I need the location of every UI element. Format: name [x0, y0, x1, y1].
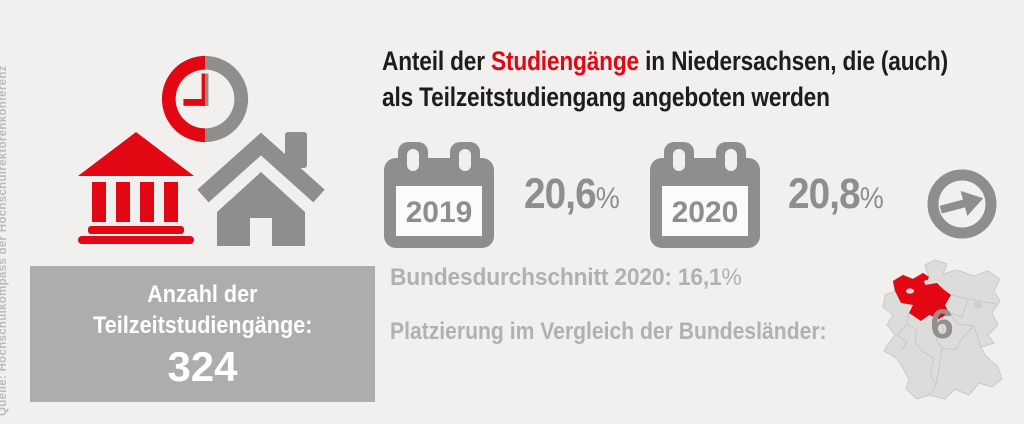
calendar-year-2020: 2020	[672, 196, 739, 229]
calendar-icon: 2020	[650, 142, 760, 248]
house-roof	[197, 132, 325, 203]
summary-line-1: Anzahl der	[147, 281, 258, 309]
clock-hand-minute	[201, 73, 209, 106]
calendar-icon: 2019	[384, 142, 494, 248]
part-time-clock-icon	[158, 52, 252, 146]
house-body	[217, 172, 305, 246]
state-borders	[896, 264, 997, 396]
percent-sign: %	[721, 264, 742, 291]
house-icon	[196, 128, 326, 246]
stat-value-2020: 20,8%	[788, 170, 884, 218]
germany-map-icon: 6	[882, 259, 1003, 400]
source-attribution: Quelle: Hochschulkompass der Hochschulre…	[0, 65, 9, 416]
trend-arrow-badge	[926, 168, 998, 240]
house-icon	[197, 132, 325, 246]
clock-ring-right-gray	[205, 55, 249, 143]
title-line-1: Anteil der Studiengänge in Niedersachsen…	[382, 46, 948, 76]
summary-box: Anzahl der Teilzeitstudiengänge: 324	[30, 266, 375, 402]
berlin-region	[974, 301, 982, 309]
percent-sign: %	[595, 182, 620, 215]
hamburg-region	[924, 280, 930, 284]
university-building-icon	[76, 130, 196, 244]
percent-sign: %	[859, 182, 884, 215]
clock-hand-hour	[183, 99, 209, 106]
clock-ring-left-red	[161, 55, 205, 143]
ranking-label: Platzierung im Vergleich der Bundeslände…	[390, 318, 827, 345]
university-roof	[78, 132, 194, 176]
summary-line-2: Teilzeitstudiengänge:	[92, 311, 313, 339]
benchmark-text: Bundesdurchschnitt 2020: 16,1%	[390, 264, 742, 291]
summary-value: 324	[167, 342, 238, 390]
university-icon	[78, 132, 194, 244]
bremen-region	[906, 288, 914, 294]
title-highlight: Studiengänge	[491, 46, 639, 76]
germany-map: 6	[878, 258, 1010, 416]
calendar-2019-icon: 2019	[382, 140, 496, 248]
niedersachsen-region	[893, 273, 951, 321]
calendar-year-2019: 2019	[406, 196, 473, 229]
arrow-glyph	[939, 190, 984, 217]
stat-value-2019: 20,6%	[524, 170, 620, 218]
calendar-2020-icon: 2020	[648, 140, 762, 248]
house-door	[250, 218, 272, 246]
arrow-right-icon	[927, 169, 997, 239]
page-title: Anteil der Studiengänge in Niedersachsen…	[382, 44, 948, 116]
title-line-2: als Teilzeitstudiengang angeboten werden	[382, 81, 830, 112]
house-chimney	[285, 132, 307, 168]
ranking-value: 6	[930, 300, 953, 347]
clock-icon	[161, 55, 249, 143]
